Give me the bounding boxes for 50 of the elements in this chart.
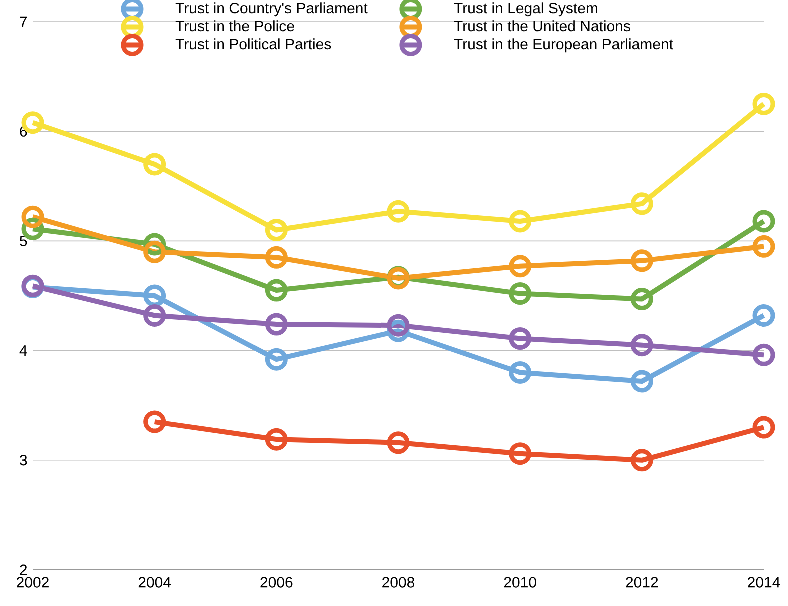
point xyxy=(630,250,654,272)
point xyxy=(630,288,654,311)
y-tick-label: 3 xyxy=(20,455,28,466)
x-tick-label: 2014 xyxy=(748,577,780,588)
point xyxy=(752,92,776,116)
point xyxy=(752,210,776,233)
point xyxy=(752,344,776,366)
point xyxy=(265,246,288,269)
point xyxy=(630,192,654,216)
legend-label: Trust in Legal System xyxy=(454,2,598,17)
x-tick-label: 2004 xyxy=(138,577,172,588)
y-tick-label: 2 xyxy=(20,564,28,576)
legend-label: Trust in the United Nations xyxy=(454,20,630,32)
point xyxy=(387,314,410,337)
x-tick-label: 2010 xyxy=(504,577,536,588)
point xyxy=(265,218,288,242)
point xyxy=(144,410,166,434)
y-tick-label: 7 xyxy=(20,16,28,28)
point xyxy=(509,210,532,233)
point xyxy=(144,153,166,176)
legend-label: Trust in the European Parliament xyxy=(454,38,674,53)
legend-label: Trust in Country's Parliament xyxy=(176,2,368,17)
point xyxy=(387,432,410,454)
point xyxy=(509,282,532,306)
point xyxy=(144,240,166,264)
legend-label: Trust in Political Parties xyxy=(176,38,332,50)
point xyxy=(265,348,288,371)
point xyxy=(752,416,776,439)
x-tick-label: 2012 xyxy=(626,577,658,588)
point xyxy=(144,304,166,327)
point xyxy=(265,428,288,451)
x-tick-label: 2006 xyxy=(260,577,293,588)
point xyxy=(387,200,410,223)
point xyxy=(630,449,654,472)
point xyxy=(752,235,776,258)
y-tick-label: 4 xyxy=(20,346,28,356)
point xyxy=(22,206,44,228)
point xyxy=(509,327,532,350)
point xyxy=(509,442,532,466)
point xyxy=(752,304,776,327)
point xyxy=(630,370,654,393)
point xyxy=(509,361,532,384)
point xyxy=(265,313,288,336)
point xyxy=(144,284,166,308)
x-tick-label: 2002 xyxy=(17,577,49,588)
x-tick-label: 2008 xyxy=(382,577,415,588)
point xyxy=(509,255,532,278)
point xyxy=(265,279,288,302)
point xyxy=(630,334,654,357)
legend-label: Trust in the Police xyxy=(176,20,294,32)
